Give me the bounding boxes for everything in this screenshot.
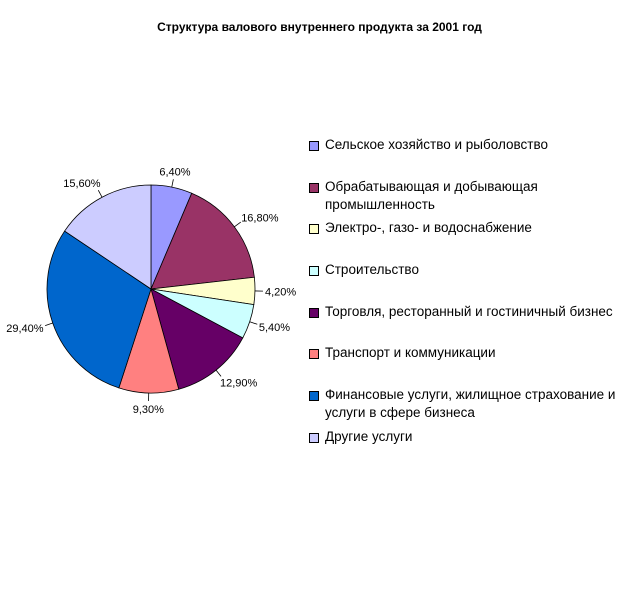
slice-data-label: 9,30%: [133, 404, 164, 416]
slice-data-label: 12,90%: [220, 378, 258, 390]
legend-label: Другие услуги: [325, 429, 413, 444]
legend-item: Сельское хозяйство и рыболовство: [309, 136, 635, 154]
legend-label: Сельское хозяйство и рыболовство: [325, 137, 548, 152]
legend-item: Строительство: [309, 261, 635, 279]
slice-data-label: 4,20%: [265, 286, 296, 298]
leader-line: [234, 221, 242, 228]
leader-line: [97, 189, 103, 198]
leader-line: [215, 369, 222, 377]
legend-item: Торговля, ресторанный и гостиничный бизн…: [309, 303, 635, 321]
legend-item: Финансовые услуги, жилищное страхование …: [309, 386, 635, 422]
leader-line: [171, 179, 174, 188]
legend-swatch: [309, 224, 319, 234]
legend-label: Торговля, ресторанный и гостиничный бизн…: [325, 304, 613, 319]
legend-label: Финансовые услуги, жилищное страхование …: [325, 387, 616, 420]
leader-line: [249, 321, 258, 325]
pie-slice: [150, 192, 255, 290]
legend-label: Транспорт и коммуникации: [325, 345, 496, 360]
legend-swatch: [309, 308, 319, 318]
legend-swatch: [309, 183, 319, 193]
legend-label: Электро-, газо- и водоснабжение: [325, 220, 532, 235]
chart-title: Структура валового внутреннего продукта …: [157, 20, 482, 34]
legend-swatch: [309, 349, 319, 359]
legend-swatch: [309, 141, 319, 151]
pie-slice: [46, 230, 152, 389]
slice-data-label: 5,40%: [259, 322, 290, 334]
legend-item: Транспорт и коммуникации: [309, 344, 635, 362]
leader-line: [45, 322, 53, 326]
legend-swatch: [309, 391, 319, 401]
slice-data-label: 16,80%: [241, 212, 279, 224]
legend-label: Обрабатывающая и добывающая промышленнос…: [325, 179, 538, 212]
legend-item: Электро-, газо- и водоснабжение: [309, 219, 635, 237]
legend-swatch: [309, 433, 319, 443]
slice-data-label: 15,60%: [63, 178, 101, 190]
slice-data-label: 6,40%: [159, 166, 190, 178]
slice-data-label: 29,40%: [6, 323, 44, 335]
legend-swatch: [309, 266, 319, 276]
legend-label: Строительство: [325, 262, 419, 277]
legend-item: Обрабатывающая и добывающая промышленнос…: [309, 178, 635, 214]
legend-item: Другие услуги: [309, 428, 635, 446]
